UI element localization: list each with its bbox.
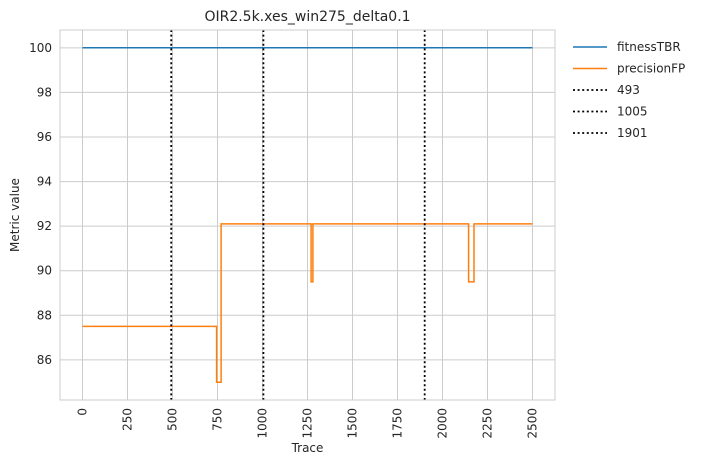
- x-tick-label: 1250: [301, 408, 315, 439]
- y-tick-label: 94: [37, 175, 52, 189]
- chart-title: OIR2.5k.xes_win275_delta0.1: [204, 9, 410, 25]
- x-tick-label: 0: [76, 408, 90, 416]
- legend-item: precisionFP: [573, 62, 685, 76]
- x-tick-label: 2000: [436, 408, 450, 439]
- y-tick-label: 92: [37, 219, 52, 233]
- y-tick-label: 98: [37, 85, 52, 99]
- x-tick-label: 1750: [391, 408, 405, 439]
- y-tick-label: 96: [37, 130, 52, 144]
- x-tick-label: 1500: [346, 408, 360, 439]
- x-tick-label: 2250: [481, 408, 495, 439]
- legend-label: 1005: [617, 105, 648, 119]
- x-tick-label: 500: [166, 408, 180, 431]
- legend-label: 1901: [617, 126, 648, 140]
- y-tick-label: 90: [37, 264, 52, 278]
- x-tick-label: 2500: [526, 408, 540, 439]
- y-tick-label: 100: [29, 41, 52, 55]
- y-tick-label: 86: [37, 353, 52, 367]
- legend-item: 1005: [573, 105, 648, 119]
- legend-item: 493: [573, 83, 640, 97]
- legend-label: fitnessTBR: [617, 40, 681, 54]
- legend-label: 493: [617, 83, 640, 97]
- x-tick-label: 1000: [256, 408, 270, 439]
- y-axis-label: Metric value: [8, 178, 22, 252]
- legend-item: 1901: [573, 126, 648, 140]
- legend: fitnessTBR precisionFP 493 1005 1901: [573, 40, 685, 140]
- plot-data: [82, 30, 533, 400]
- grid: [60, 30, 555, 400]
- x-axis-label: Trace: [291, 441, 324, 455]
- x-tick-label: 250: [121, 408, 135, 431]
- legend-label: precisionFP: [617, 62, 685, 76]
- plot-frame: [59, 29, 556, 401]
- legend-item: fitnessTBR: [573, 40, 681, 54]
- x-tick-label: 750: [211, 408, 225, 431]
- series-line-precisionFP: [82, 223, 533, 383]
- y-tick-label: 88: [37, 308, 52, 322]
